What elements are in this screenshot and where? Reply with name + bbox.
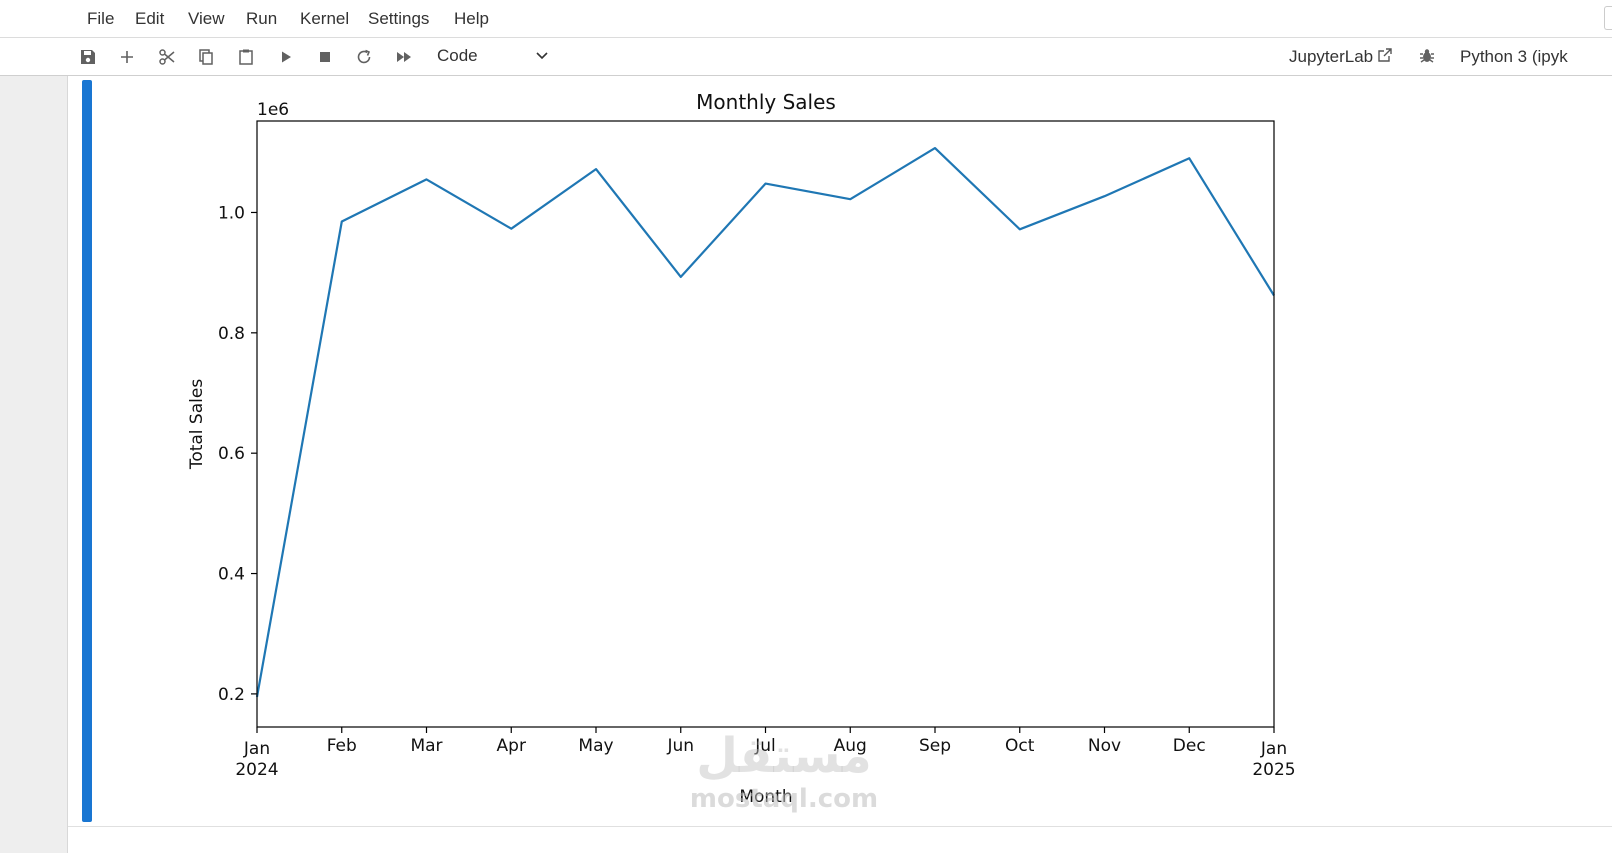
x-tick-label: Dec [1173, 736, 1206, 756]
menu-edit[interactable]: Edit [135, 9, 165, 28]
menu-kernel[interactable]: Kernel [300, 9, 350, 28]
menu-bar: File Edit View Run Kernel Settings Help [0, 0, 1612, 38]
y-axis: 0.2 0.4 0.6 0.8 1.0 [218, 203, 257, 705]
x-axis-label: Month [739, 787, 792, 807]
cut-icon [159, 49, 175, 65]
add-cell-button[interactable] [116, 46, 138, 68]
x-tick-label: Apr [497, 736, 526, 756]
plot-area-frame [256, 120, 1275, 728]
open-jupyterlab-link[interactable]: JupyterLab [1289, 47, 1393, 67]
cell-type-value: Code [437, 46, 478, 65]
menu-help[interactable]: Help [454, 9, 489, 28]
sales-line [255, 147, 1275, 698]
x-tick-label: May [578, 736, 613, 756]
external-link-icon [1378, 48, 1392, 62]
restart-button[interactable] [353, 46, 375, 68]
chevron-down-icon [536, 52, 548, 60]
x-tick-label: Aug [834, 736, 867, 756]
x-tick-label: Feb [327, 736, 357, 756]
save-icon [81, 50, 95, 64]
copy-button[interactable] [195, 46, 217, 68]
stop-button[interactable] [314, 46, 336, 68]
fast-forward-icon [397, 52, 411, 62]
y-tick-label: 0.6 [218, 444, 245, 464]
x-tick-year-label: 2025 [1252, 760, 1295, 780]
y-scale-label: 1e6 [257, 100, 289, 120]
cut-button[interactable] [156, 46, 178, 68]
copy-icon [199, 49, 213, 65]
menu-settings[interactable]: Settings [368, 9, 430, 28]
kernel-name[interactable]: Python 3 (ipyk [1460, 47, 1568, 66]
chart-title: Monthly Sales [696, 90, 836, 114]
x-tick-year-label: 2024 [235, 760, 278, 780]
x-tick-label: Jul [754, 736, 776, 756]
paste-button[interactable] [235, 46, 257, 68]
stop-icon [320, 52, 330, 62]
y-tick-label: 1.0 [218, 203, 245, 223]
bug-icon [1420, 49, 1434, 63]
x-tick-label: Jan [243, 739, 270, 759]
left-gutter [0, 76, 68, 853]
paste-icon [239, 49, 253, 65]
cell-type-select[interactable]: Code [437, 46, 549, 68]
debugger-button[interactable] [1418, 47, 1436, 69]
x-tick-label: Oct [1005, 736, 1035, 756]
x-tick-label: Nov [1088, 736, 1121, 756]
y-tick-label: 0.4 [218, 565, 245, 585]
cell-bottom-divider [68, 826, 1612, 827]
top-right-control[interactable] [1604, 6, 1612, 30]
run-icon [282, 51, 291, 63]
save-button[interactable] [77, 46, 99, 68]
x-tick-label: Sep [919, 736, 951, 756]
run-all-button[interactable] [393, 46, 415, 68]
x-tick-label: Mar [410, 736, 442, 756]
y-tick-label: 0.8 [218, 324, 245, 344]
y-tick-label: 0.2 [218, 685, 245, 705]
notebook-toolbar: Code JupyterLab Python 3 (ipyk [0, 38, 1612, 76]
x-tick-label: Jan [1260, 739, 1287, 759]
menu-view[interactable]: View [188, 9, 225, 28]
y-axis-label: Total Sales [187, 379, 207, 470]
jupyterlab-label: JupyterLab [1289, 47, 1374, 66]
run-button[interactable] [275, 46, 297, 68]
restart-icon [357, 49, 371, 64]
cell-collapser[interactable] [82, 80, 92, 822]
x-tick-label: Jun [666, 736, 694, 756]
add-icon [121, 51, 133, 63]
menu-run[interactable]: Run [246, 9, 278, 28]
menu-file[interactable]: File [87, 9, 115, 28]
